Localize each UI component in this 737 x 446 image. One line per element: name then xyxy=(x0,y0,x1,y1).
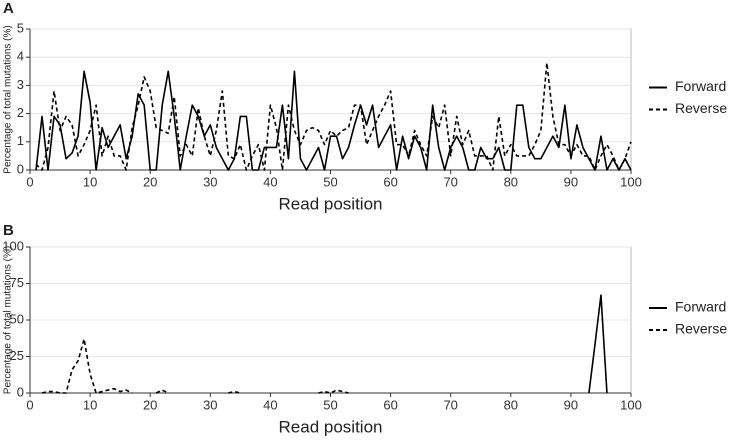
x-tick-label: 90 xyxy=(564,174,578,189)
y-tick-label: 3 xyxy=(17,77,24,92)
x-axis-title: Read position xyxy=(279,194,383,213)
y-tick-label: 75 xyxy=(10,275,24,290)
x-tick-label: 20 xyxy=(143,174,157,189)
x-tick-label: 70 xyxy=(443,397,457,412)
x-tick-label: 90 xyxy=(564,397,578,412)
x-tick-label: 10 xyxy=(83,174,97,189)
x-tick-label: 70 xyxy=(443,174,457,189)
x-tick-label: 20 xyxy=(143,397,157,412)
x-tick-label: 60 xyxy=(383,174,397,189)
panel-label: B xyxy=(3,222,14,239)
x-tick-label: 30 xyxy=(203,174,217,189)
y-tick-label: 5 xyxy=(17,20,24,35)
x-tick-label: 0 xyxy=(26,397,33,412)
y-tick-label: 4 xyxy=(17,49,24,64)
x-tick-label: 0 xyxy=(26,174,33,189)
x-tick-label: 40 xyxy=(263,174,277,189)
y-tick-label: 25 xyxy=(10,348,24,363)
x-tick-label: 10 xyxy=(83,397,97,412)
x-tick-label: 40 xyxy=(263,397,277,412)
x-tick-label: 50 xyxy=(323,174,337,189)
series-line xyxy=(35,62,632,171)
y-tick-label: 2 xyxy=(17,105,24,120)
legend-label: Reverse xyxy=(675,321,727,337)
y-tick-label: 0 xyxy=(17,384,24,399)
legend-label: Reverse xyxy=(675,100,727,116)
series-line xyxy=(41,338,349,394)
x-tick-label: 30 xyxy=(203,397,217,412)
y-axis-title: Percentage of total mutations (%) xyxy=(3,25,14,173)
legend-label: Forward xyxy=(675,78,726,94)
series-line xyxy=(588,294,608,394)
y-axis-title: Percentage of total mutations (%) xyxy=(3,246,14,394)
legend-label: Forward xyxy=(675,299,726,315)
x-tick-label: 50 xyxy=(323,397,337,412)
y-tick-label: 100 xyxy=(2,238,24,253)
x-tick-label: 60 xyxy=(383,397,397,412)
x-axis-title: Read position xyxy=(279,417,383,436)
x-tick-label: 80 xyxy=(504,174,518,189)
y-tick-label: 0 xyxy=(17,161,24,176)
x-tick-label: 80 xyxy=(504,397,518,412)
y-tick-label: 50 xyxy=(10,311,24,326)
x-tick-label: 100 xyxy=(620,397,642,412)
plot-area xyxy=(29,28,632,171)
x-tick-label: 100 xyxy=(620,174,642,189)
panel-label: A xyxy=(3,0,14,17)
y-tick-label: 1 xyxy=(17,133,24,148)
